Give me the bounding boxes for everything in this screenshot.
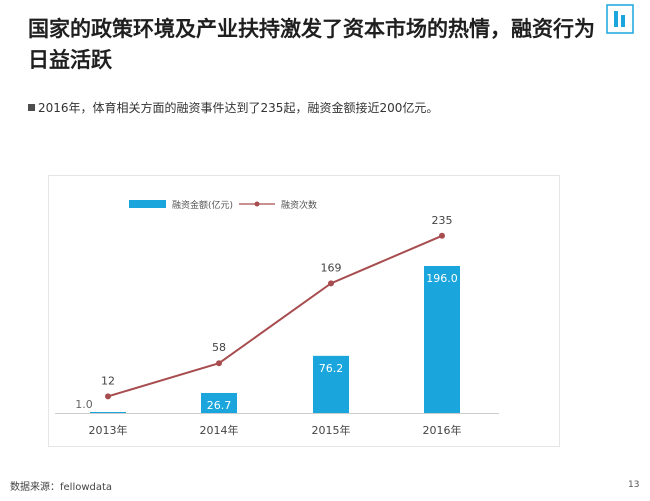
bullet-square-icon <box>28 104 35 111</box>
bar-value-label: 76.2 <box>319 362 344 375</box>
bar-value-label: 196.0 <box>426 272 458 285</box>
combo-chart: 融资金额(亿元) 融资次数 1.0 26.7 76.2 196.0 12 58 169 235 20… <box>55 199 499 437</box>
line-value-label: 12 <box>101 374 115 387</box>
legend-marker-count <box>254 201 260 207</box>
line-point <box>105 393 111 400</box>
x-tick-label: 2016年 <box>423 423 462 437</box>
chart-container: 融资金额(亿元) 融资次数 1.0 26.7 76.2 196.0 12 58 169 235 20… <box>48 175 560 447</box>
data-source: 数据来源：fellowdata <box>10 482 113 493</box>
bar <box>313 355 349 413</box>
x-tick-label: 2013年 <box>89 423 128 437</box>
summary-text: 2016年，体育相关方面的融资事件达到了235起，融资金额接近200亿元。 <box>38 101 439 115</box>
bar <box>201 392 237 413</box>
line-value-label: 235 <box>432 214 453 227</box>
bar <box>90 412 126 413</box>
legend-swatch-amount <box>129 200 166 208</box>
bar <box>424 266 460 413</box>
line-point <box>439 232 445 239</box>
line-value-label: 169 <box>321 261 342 274</box>
line-point <box>328 280 334 287</box>
legend-label-amount: 融资金额(亿元) <box>172 199 233 211</box>
summary-bullet: 2016年，体育相关方面的融资事件达到了235起，融资金额接近200亿元。 <box>28 99 438 116</box>
bar-value-label: 26.7 <box>207 399 232 412</box>
x-tick-label: 2014年 <box>200 423 239 437</box>
line-point <box>216 360 222 367</box>
page-number: 13 <box>628 480 640 490</box>
count-line <box>107 234 443 398</box>
legend-label-count: 融资次数 <box>281 199 317 211</box>
line-value-label: 58 <box>212 341 226 354</box>
bar-value-label: 1.0 <box>75 398 93 411</box>
brand-logo-icon <box>606 4 634 34</box>
x-tick-label: 2015年 <box>312 423 351 437</box>
page-title: 国家的政策环境及产业扶持激发了资本市场的热情，融资行为日益活跃 <box>28 17 595 72</box>
